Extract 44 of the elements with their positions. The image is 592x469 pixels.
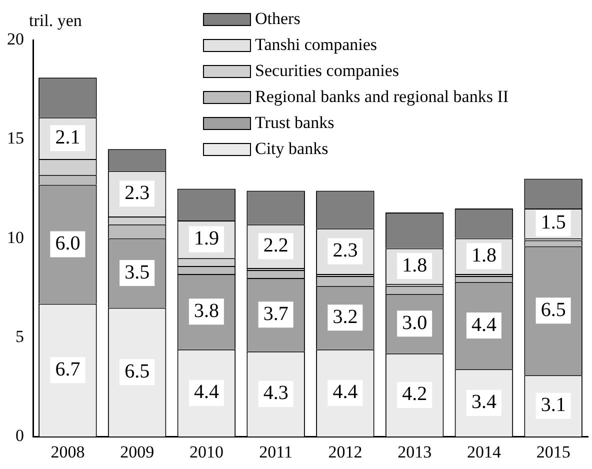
data-label: 1.8 bbox=[402, 254, 428, 276]
legend-label: Others bbox=[255, 9, 300, 29]
data-label: 4.4 bbox=[332, 381, 358, 404]
data-label: 3.0 bbox=[402, 312, 428, 334]
data-label: 2.3 bbox=[332, 239, 358, 262]
x-tick-label: 2011 bbox=[259, 442, 292, 462]
legend-label: City banks bbox=[255, 139, 328, 159]
data-label: 3.1 bbox=[540, 394, 566, 416]
data-label: 4.2 bbox=[402, 383, 428, 406]
data-label: 1.9 bbox=[194, 228, 219, 250]
data-label: 6.7 bbox=[55, 358, 80, 380]
data-label: 4.4 bbox=[194, 381, 219, 404]
y-axis-title: tril. yen bbox=[29, 10, 82, 30]
x-tick-label: 2014 bbox=[466, 442, 502, 462]
data-label: 3.5 bbox=[124, 261, 150, 284]
x-tick-label: 2009 bbox=[120, 442, 154, 462]
x-tick-label: 2015 bbox=[536, 442, 570, 462]
x-tick-label: 2013 bbox=[398, 442, 432, 462]
legend-label: Trust banks bbox=[255, 113, 334, 133]
data-label: 4.3 bbox=[263, 382, 288, 404]
data-label: 3.7 bbox=[263, 302, 288, 325]
y-tick-label: 15 bbox=[7, 128, 24, 148]
data-label: 1.5 bbox=[540, 212, 566, 234]
legend-label: Securities companies bbox=[255, 61, 399, 81]
data-label: 2.2 bbox=[263, 234, 288, 256]
legend-label: Tanshi companies bbox=[255, 35, 378, 55]
y-tick-label: 20 bbox=[7, 29, 24, 48]
y-tick-label: 0 bbox=[16, 426, 24, 446]
legend-label: Regional banks and regional banks II bbox=[255, 87, 509, 107]
data-label: 6.5 bbox=[540, 298, 566, 321]
data-label: 3.8 bbox=[194, 300, 219, 322]
y-tick-label: 5 bbox=[16, 326, 24, 346]
data-label: 3.2 bbox=[332, 306, 358, 328]
data-label: 3.4 bbox=[471, 391, 496, 414]
data-label: 6.0 bbox=[55, 232, 80, 254]
y-tick-label: 10 bbox=[7, 228, 24, 247]
x-tick-label: 2008 bbox=[50, 442, 85, 462]
x-tick-label: 2010 bbox=[189, 442, 224, 462]
data-label: 2.3 bbox=[124, 182, 150, 204]
data-label: 4.4 bbox=[471, 314, 496, 336]
data-label: 6.5 bbox=[124, 360, 150, 382]
x-tick-label: 2012 bbox=[328, 442, 362, 462]
data-label: 1.8 bbox=[471, 244, 496, 266]
data-label: 2.1 bbox=[55, 126, 80, 148]
